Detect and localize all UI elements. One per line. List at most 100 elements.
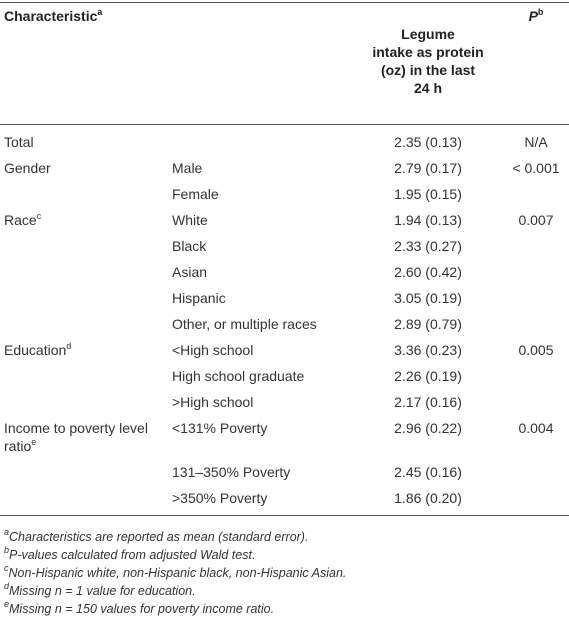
footnote-mark: a (4, 527, 10, 537)
value: 2.89 (0.79) (394, 316, 462, 332)
characteristic-cell (0, 363, 168, 389)
value-cell: 2.79 (0.17) (353, 155, 503, 181)
header-cell: Pb (503, 3, 569, 125)
table-row: Racec White 1.94 (0.13) 0.007 (0, 207, 569, 233)
group-cell: <High school (168, 337, 353, 363)
table-body: Total 2.35 (0.13) N/A Gender Male 2.79 (0.17)… (0, 125, 569, 516)
group: Other, or multiple races (172, 316, 317, 332)
footnote-mark: c (4, 563, 9, 573)
group: White (172, 212, 208, 228)
group-cell: >High school (168, 389, 353, 415)
footnote-mark: b (4, 545, 10, 555)
group: >350% Poverty (172, 490, 268, 506)
p-value: 0.007 (518, 212, 554, 228)
superscript: c (36, 211, 42, 221)
superscript: e (31, 437, 37, 447)
group: Hispanic (172, 290, 226, 306)
footnote-text: P-values calculated from adjusted Wald t… (9, 548, 256, 562)
superscript: b (537, 7, 544, 17)
header-line: 24 h (413, 80, 442, 96)
header-line: Legume (401, 26, 455, 42)
characteristic-cell (0, 311, 168, 337)
header-cell: Legume intake as protein (oz) in the last 2… (353, 3, 503, 125)
header-cell: Characteristica (0, 3, 168, 125)
group: 131–350% Poverty (172, 464, 291, 480)
footnote: eMissing n = 150 values for poverty inco… (4, 600, 565, 618)
group-cell: Male (168, 155, 353, 181)
group: Asian (172, 264, 208, 280)
header-row: Characteristica Legume intake as protein (… (0, 2, 569, 125)
group-cell: Black (168, 233, 353, 259)
value: 2.17 (0.16) (394, 394, 462, 410)
p-cell: N/A (503, 125, 569, 156)
value-cell: 2.26 (0.19) (353, 363, 503, 389)
header-line: intake as protein (372, 44, 484, 60)
table-row: Hispanic 3.05 (0.19) (0, 285, 569, 311)
group-cell: Female (168, 181, 353, 207)
footnote-text: Missing n = 150 values for poverty incom… (9, 602, 275, 616)
table-row: Black 2.33 (0.27) (0, 233, 569, 259)
characteristic-cell (0, 389, 168, 415)
group-cell: White (168, 207, 353, 233)
characteristic-cell: Educationd (0, 337, 168, 363)
value-cell: 2.60 (0.42) (353, 259, 503, 285)
table-row: >High school 2.17 (0.16) (0, 389, 569, 415)
characteristic: Gender (4, 160, 51, 176)
group-cell: 131–350% Poverty (168, 459, 353, 485)
p-cell (503, 259, 569, 285)
characteristic: Education (4, 342, 67, 358)
p-cell (503, 233, 569, 259)
table-row: Educationd <High school 3.36 (0.23) 0.005 (0, 337, 569, 363)
characteristic: Total (4, 134, 34, 150)
group-cell: High school graduate (168, 363, 353, 389)
value: 3.36 (0.23) (394, 342, 462, 358)
p-cell (503, 459, 569, 485)
footnotes: aCharacteristics are reported as mean (s… (0, 516, 569, 618)
group-cell (168, 125, 353, 156)
value: 2.79 (0.17) (394, 160, 462, 176)
p-cell: < 0.001 (503, 155, 569, 181)
table-header: Characteristica Legume intake as protein (… (0, 2, 569, 125)
table-row: Gender Male 2.79 (0.17) < 0.001 (0, 155, 569, 181)
group-cell: Hispanic (168, 285, 353, 311)
value: 1.95 (0.15) (394, 186, 462, 202)
value-cell: 3.36 (0.23) (353, 337, 503, 363)
group: Black (172, 238, 207, 254)
group-cell: Asian (168, 259, 353, 285)
p-value: 0.005 (518, 342, 554, 358)
group-cell: Other, or multiple races (168, 311, 353, 337)
value-cell: 2.89 (0.79) (353, 311, 503, 337)
p-cell (503, 485, 569, 516)
characteristic-cell: Total (0, 125, 168, 156)
value: 2.60 (0.42) (394, 264, 462, 280)
group: <131% Poverty (172, 420, 268, 436)
characteristic-cell (0, 233, 168, 259)
p-cell (503, 389, 569, 415)
table-row: High school graduate 2.26 (0.19) (0, 363, 569, 389)
header-cell (168, 3, 353, 125)
data-table: Characteristica Legume intake as protein (… (0, 2, 569, 516)
group-cell: <131% Poverty (168, 415, 353, 459)
table-row: >350% Poverty 1.86 (0.20) (0, 485, 569, 516)
value: 1.86 (0.20) (394, 490, 462, 506)
group: Female (172, 186, 219, 202)
characteristic-cell: Gender (0, 155, 168, 181)
footnote-text: Missing n = 1 value for education. (9, 584, 196, 598)
value: 2.33 (0.27) (394, 238, 462, 254)
characteristic: Income to poverty level ratio (4, 420, 148, 454)
value: 2.45 (0.16) (394, 464, 462, 480)
characteristic-cell (0, 259, 168, 285)
characteristic-cell: Racec (0, 207, 168, 233)
value-cell: 2.33 (0.27) (353, 233, 503, 259)
p-cell (503, 311, 569, 337)
group: High school graduate (172, 368, 305, 384)
superscript: a (97, 7, 103, 17)
p-value: 0.004 (518, 420, 554, 436)
footnote-mark: e (4, 599, 10, 609)
value-cell: 1.86 (0.20) (353, 485, 503, 516)
table-row: Other, or multiple races 2.89 (0.79) (0, 311, 569, 337)
value-cell: 1.94 (0.13) (353, 207, 503, 233)
group-cell: >350% Poverty (168, 485, 353, 516)
table-row: 131–350% Poverty 2.45 (0.16) (0, 459, 569, 485)
